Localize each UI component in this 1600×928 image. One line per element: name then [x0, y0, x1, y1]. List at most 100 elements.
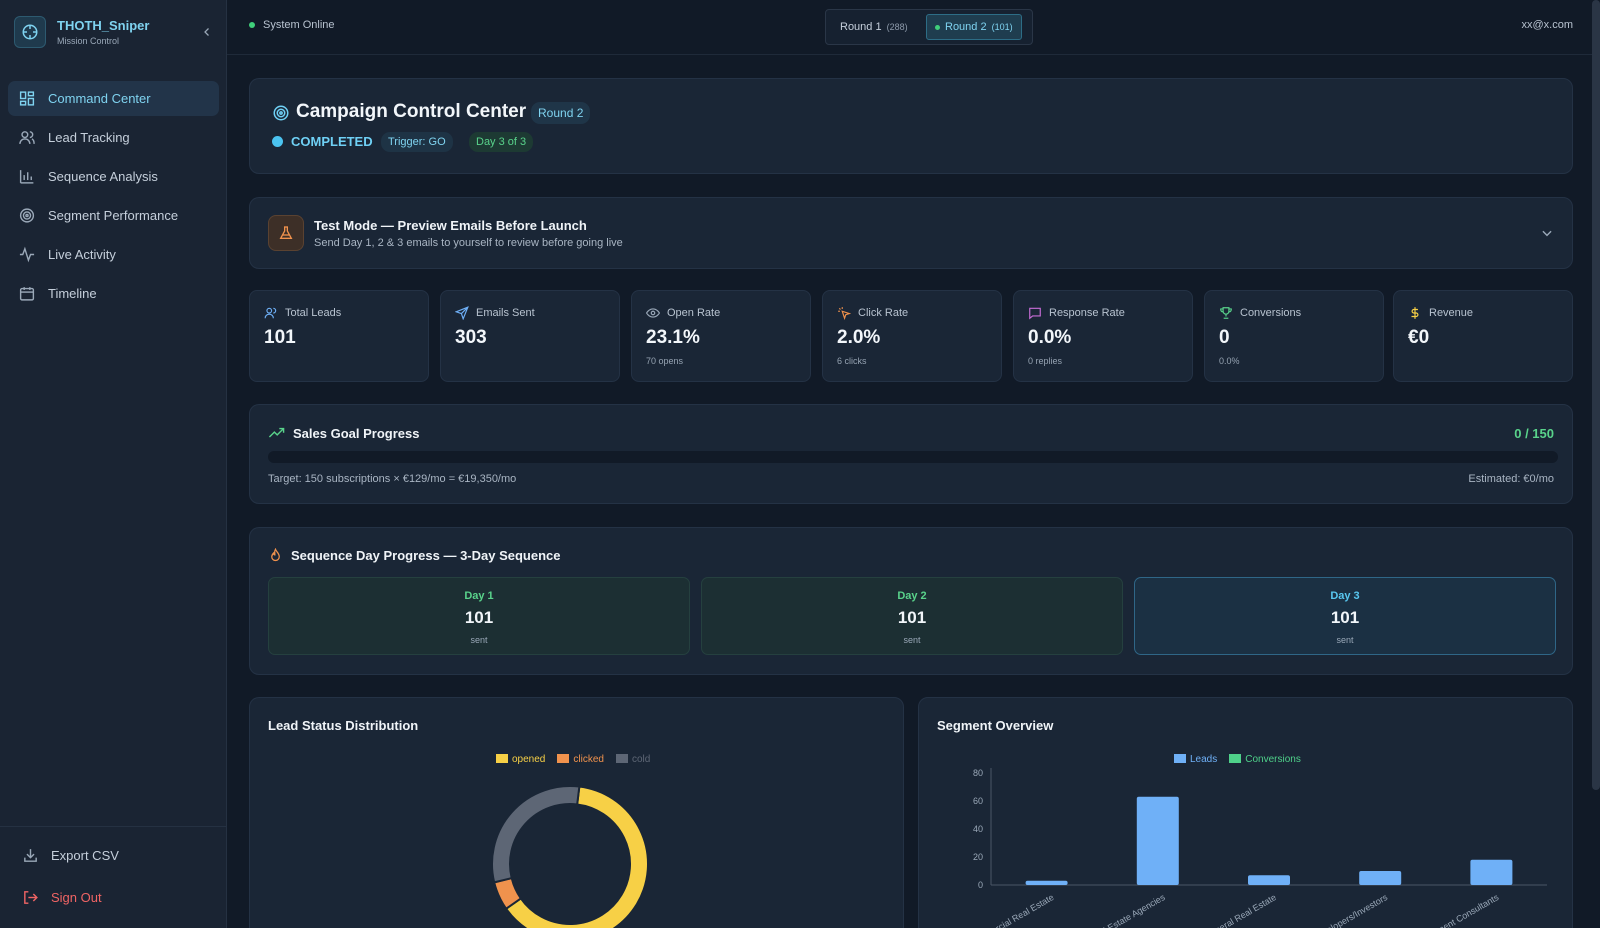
x-tick-label: Developers/Investors — [1311, 892, 1390, 928]
trending-up-icon — [268, 427, 285, 438]
day-sub: sent — [903, 635, 921, 645]
nav-item-lead-tracking[interactable]: Lead Tracking — [8, 120, 219, 155]
nav-item-segment-performance[interactable]: Segment Performance — [8, 198, 219, 233]
lead-status-card: Lead Status Distribution opened clicked … — [249, 697, 904, 928]
grid-icon — [19, 91, 35, 106]
bar-chart-icon — [19, 170, 34, 184]
segment-overview-card: Segment Overview Leads Conversions 80 60 4… — [918, 697, 1573, 928]
nav-item-command-center[interactable]: Command Center — [8, 81, 219, 116]
logout-icon — [24, 891, 38, 904]
metric-label: Revenue — [1429, 307, 1474, 319]
metric-click-rate: Click Rate 2.0% 6 clicks — [822, 290, 1002, 382]
sequence-progress-card: Sequence Day Progress — 3-Day Sequence D… — [249, 527, 1573, 675]
y-tick-label: 60 — [973, 796, 983, 806]
day-sub: sent — [1336, 635, 1354, 645]
bar-leads-4[interactable] — [1470, 859, 1513, 885]
legend-label: cold — [631, 754, 651, 765]
round-label: Round 2 — [945, 21, 987, 33]
nav-item-sequence-analysis[interactable]: Sequence Analysis — [8, 159, 219, 194]
active-dot — [935, 24, 940, 30]
lead-status-donut-chart — [491, 785, 649, 928]
test-mode-title: Test Mode — Preview Emails Before Launch — [314, 218, 587, 233]
metric-value: €0 — [1408, 327, 1430, 348]
round-badge: Round 2 — [531, 102, 591, 124]
day-value: 101 — [897, 608, 927, 627]
metric-value: 2.0% — [837, 327, 881, 348]
day-2-card: Day 2 101 sent — [701, 577, 1123, 655]
collapse-sidebar-button[interactable] — [196, 21, 218, 43]
nav-label: Command Center — [48, 91, 151, 106]
day-badge: Day 3 of 3 — [469, 132, 534, 152]
nav-label: Live Activity — [48, 247, 116, 262]
metric-value: 0 — [1219, 327, 1230, 348]
day-1-card: Day 1 101 sent — [268, 577, 690, 655]
tab-round-2[interactable]: Round 2 (101) — [926, 14, 1022, 40]
user-email[interactable]: xx@x.com — [1521, 19, 1573, 31]
x-tick-label: Commercial Real Estate — [967, 892, 1056, 928]
legend-item-clicked[interactable]: clicked — [557, 754, 604, 765]
bar-leads-2[interactable] — [1248, 875, 1290, 885]
top-bar: System Online Round 1 (288) Round 2 (101… — [227, 0, 1600, 55]
legend-item-leads[interactable]: Leads — [1174, 754, 1217, 765]
sales-goal-card: Sales Goal Progress 0 / 150 Target: 150 … — [249, 404, 1573, 504]
system-status-text: System Online — [263, 19, 335, 31]
trigger-badge: Trigger: GO — [381, 132, 453, 152]
metric-label: Emails Sent — [476, 307, 535, 319]
legend-item-conversions[interactable]: Conversions — [1229, 754, 1301, 765]
legend-label: Conversions — [1245, 754, 1301, 765]
bar-leads-0[interactable] — [1025, 880, 1068, 885]
sign-out-button[interactable]: Sign Out — [22, 889, 102, 906]
sales-goal-target: Target: 150 subscriptions × €129/mo = €1… — [268, 473, 517, 485]
lead-status-legend: opened clicked cold — [496, 754, 650, 765]
legend-item-opened[interactable]: opened — [496, 754, 545, 765]
metric-label: Conversions — [1240, 307, 1302, 319]
legend-item-cold[interactable]: cold — [615, 754, 651, 765]
metric-revenue: Revenue €0 — [1393, 290, 1573, 382]
x-tick-label: Investment Consultants — [1414, 892, 1501, 928]
y-tick-label: 40 — [973, 824, 983, 834]
nav-label: Sequence Analysis — [48, 169, 158, 184]
dollar-icon — [1411, 307, 1419, 319]
test-mode-subtitle: Send Day 1, 2 & 3 emails to yourself to … — [314, 237, 623, 249]
metric-conversions: Conversions 0 0.0% — [1204, 290, 1384, 382]
campaign-status: COMPLETED — [272, 134, 373, 149]
chevron-left-icon — [204, 28, 209, 36]
day-sub: sent — [470, 635, 488, 645]
bar-leads-3[interactable] — [1359, 871, 1402, 885]
metric-response-rate: Response Rate 0.0% 0 replies — [1013, 290, 1193, 382]
round-count: (101) — [991, 22, 1013, 32]
tab-round-1[interactable]: Round 1 (288) — [832, 14, 916, 40]
test-mode-panel[interactable]: Test Mode — Preview Emails Before Launch… — [249, 197, 1573, 269]
crosshair-icon — [14, 16, 46, 48]
nav-item-live-activity[interactable]: Live Activity — [8, 237, 219, 272]
round-selector: Round 1 (288) Round 2 (101) — [825, 9, 1033, 45]
campaign-header-card: Campaign Control Center Round 2 COMPLETE… — [249, 78, 1573, 174]
legend-swatch — [1174, 754, 1186, 763]
legend-swatch — [615, 754, 628, 763]
y-tick-label: 20 — [973, 852, 983, 862]
chevron-down-icon — [1542, 230, 1552, 237]
segment-bar-chart: 80 60 40 20 0 Commercial Real Estate Real Esta… — [967, 768, 1547, 928]
trophy-icon — [1220, 307, 1232, 319]
legend-swatch — [557, 754, 570, 763]
donut-slice-cold[interactable] — [491, 785, 581, 884]
users-icon — [19, 131, 35, 144]
target-icon — [19, 208, 35, 223]
export-csv-button[interactable]: Export CSV — [22, 847, 119, 864]
metric-value: 303 — [455, 327, 487, 348]
users-icon — [264, 307, 277, 319]
activity-icon — [19, 246, 35, 263]
x-tick-label: General Real Estate — [1203, 892, 1278, 928]
sidebar: THOTH_Sniper Mission Control Command Cen… — [0, 0, 227, 928]
page-scrollbar[interactable] — [1592, 0, 1600, 790]
donut-slice-opened[interactable] — [504, 785, 649, 928]
status-text: COMPLETED — [291, 134, 373, 149]
day-label: Day 3 — [1330, 590, 1360, 602]
bar-leads-1[interactable] — [1136, 796, 1179, 885]
nav-item-timeline[interactable]: Timeline — [8, 276, 219, 311]
legend-swatch — [496, 754, 508, 763]
metric-label: Response Rate — [1049, 307, 1125, 319]
nav-label: Segment Performance — [48, 208, 179, 223]
day-value: 101 — [464, 608, 494, 627]
legend-swatch — [1229, 754, 1242, 763]
